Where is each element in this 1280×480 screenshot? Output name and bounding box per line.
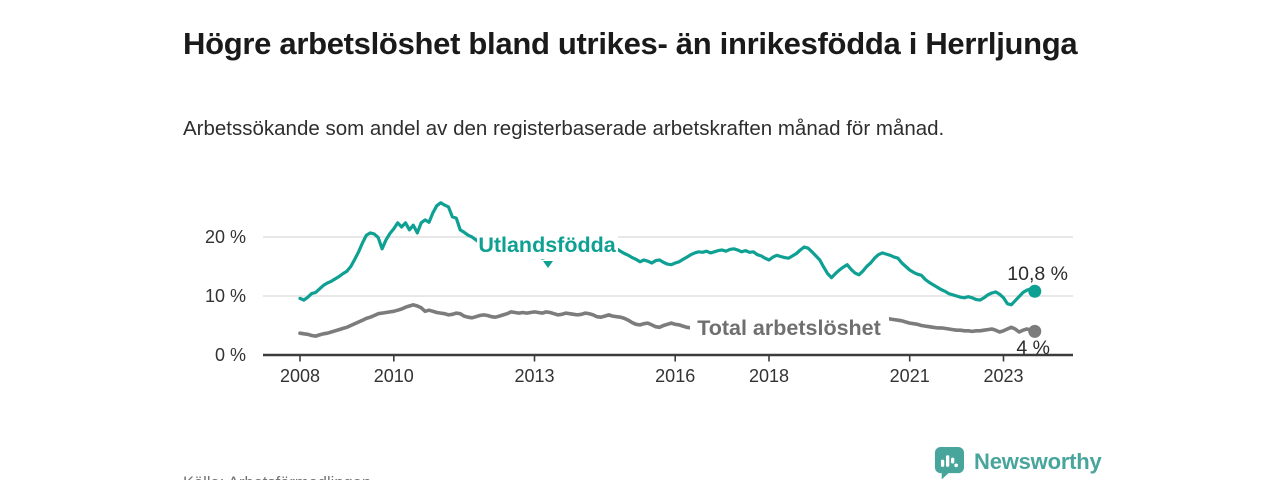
y-tick-label: 20 %: [205, 227, 246, 247]
source-text: Källa: Arbetsförmedlingen: [183, 474, 371, 480]
end-dot-total: [1028, 324, 1042, 338]
label-mask: [477, 229, 618, 259]
x-tick-label: 2018: [749, 366, 789, 386]
x-tick-label: 2021: [890, 366, 930, 386]
chart-container: 0 % 10 % 20 % 2008 2010 2013 2016 2018 2021 2023 U…: [190, 185, 1120, 400]
label-pointer-triangle-icon: [543, 261, 553, 268]
series-label-total: Total arbetslöshet: [697, 316, 881, 340]
x-tick-label: 2016: [655, 366, 695, 386]
series-line-total: [298, 303, 1037, 338]
label-mask: [690, 315, 889, 341]
end-value-label-total: 4 %: [1016, 337, 1050, 359]
y-tick-label: 10 %: [205, 286, 246, 306]
x-tick-label: 2010: [374, 366, 414, 386]
brand-wordmark: Newsworthy: [974, 449, 1102, 474]
newsworthy-bubble-icon: [934, 446, 964, 479]
brand-logo[interactable]: Newsworthy: [933, 445, 1102, 479]
x-tick-label: 2008: [280, 366, 320, 386]
series-line-utlandsfodda: [298, 201, 1037, 307]
y-tick-label: 0 %: [215, 345, 246, 365]
end-dot-utlandsfodda: [1028, 284, 1042, 298]
x-tick-label: 2023: [983, 366, 1023, 386]
x-tick-label: 2013: [514, 366, 554, 386]
unemployment-line-chart: 0 % 10 % 20 % 2008 2010 2013 2016 2018 2021 2023 U…: [205, 201, 1073, 386]
end-value-label-utlandsfodda: 10,8 %: [1007, 263, 1068, 285]
page-title: Högre arbetslöshet bland utrikes- än inr…: [183, 25, 1078, 61]
series-label-utlandsfodda: Utlandsfödda: [478, 233, 616, 257]
page-subtitle: Arbetssökande som andel av den registerb…: [183, 116, 945, 140]
